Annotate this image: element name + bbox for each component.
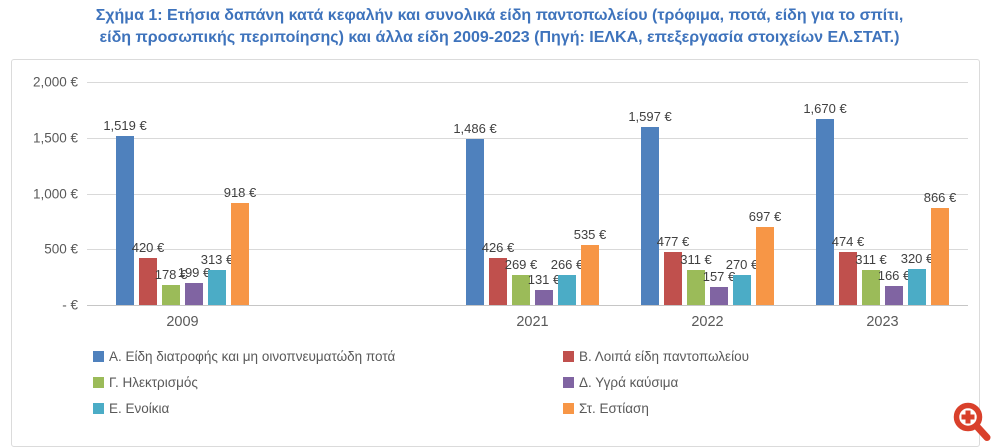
legend-item-2: Β. Λοιπά είδη παντοπωλείου <box>563 346 749 367</box>
value-label-series5-2021: 266 € <box>550 257 584 273</box>
legend-item-4: Δ. Υγρά καύσιμα <box>563 372 749 393</box>
gridline-1500 <box>87 137 968 139</box>
legend-label: Γ. Ηλεκτρισμός <box>109 375 198 390</box>
y-axis-tick-label: 1,000 € <box>32 186 78 201</box>
value-label-series2-2022: 477 € <box>656 233 690 249</box>
gridline-500 <box>87 249 968 251</box>
value-label-series3-2021: 269 € <box>504 257 538 272</box>
value-label-series5-2023: 320 € <box>900 251 934 267</box>
legend-swatch-icon <box>563 351 574 362</box>
value-label-series1-2022: 1,597 € <box>628 108 672 124</box>
bar-series3-2021 <box>512 275 530 305</box>
value-label-series1-2009: 1,519 € <box>103 117 147 133</box>
bar-series3-2023 <box>862 270 880 305</box>
bar-series2-2009 <box>139 258 157 305</box>
legend-item-6: Στ. Εστίαση <box>563 398 749 419</box>
legend-swatch-icon <box>93 403 104 414</box>
legend-swatch-icon <box>93 351 104 362</box>
bar-series3-2009 <box>162 285 180 305</box>
value-label-series2-2021: 426 € <box>481 239 515 255</box>
chart-title: Σχήμα 1: Ετήσια δαπάνη κατά κεφαλήν και … <box>0 5 999 49</box>
value-label-series1-2023: 1,670 € <box>803 100 847 116</box>
bar-series5-2021 <box>558 275 576 305</box>
value-label-series5-2022: 270 € <box>725 256 759 272</box>
x-axis-label-2021: 2021 <box>516 314 549 330</box>
bar-series6-2021 <box>581 245 599 305</box>
bar-series1-2009 <box>116 135 134 305</box>
y-axis-tick-label: 500 € <box>44 241 78 257</box>
value-label-series4-2022: 157 € <box>702 269 736 285</box>
y-axis-tick-label: 2,000 € <box>32 74 78 90</box>
legend-label: Β. Λοιπά είδη παντοπωλείου <box>579 349 749 364</box>
legend-item-3: Γ. Ηλεκτρισμός <box>93 372 563 393</box>
bar-series2-2021 <box>489 257 507 305</box>
x-axis-label-2022: 2022 <box>691 314 724 330</box>
bar-series5-2009 <box>208 270 226 305</box>
bar-series2-2023 <box>839 252 857 305</box>
chart-legend: Α. Είδη διατροφής και μη οινοπνευματώδη … <box>93 346 749 419</box>
bar-series6-2009 <box>231 202 249 305</box>
bar-series4-2021 <box>535 290 553 305</box>
gridline-1000 <box>87 193 968 195</box>
bar-series4-2009 <box>185 282 203 305</box>
bar-series2-2022 <box>664 251 682 305</box>
value-label-series2-2023: 474 € <box>831 234 865 250</box>
legend-swatch-icon <box>563 377 574 388</box>
chart-title-line2: είδη προσωπικής περιποίησης) και άλλα εί… <box>99 29 900 46</box>
legend-label: Στ. Εστίαση <box>579 401 649 416</box>
value-label-series6-2023: 866 € <box>923 190 957 206</box>
zoom-in-button[interactable] <box>949 399 995 445</box>
y-axis-tick-label: - € <box>62 297 78 313</box>
y-axis-tick-label: 1,500 € <box>32 130 78 146</box>
bar-series3-2022 <box>687 270 705 305</box>
legend-item-5: Ε. Ενοίκια <box>93 398 563 419</box>
bar-series6-2023 <box>931 208 949 305</box>
chart-title-line1: Σχήμα 1: Ετήσια δαπάνη κατά κεφαλήν και … <box>95 7 904 24</box>
gridline-0 <box>87 305 968 306</box>
magnifier-plus-icon <box>953 402 991 441</box>
value-label-series5-2009: 313 € <box>200 252 234 268</box>
bar-series6-2022 <box>756 227 774 305</box>
legend-item-1: Α. Είδη διατροφής και μη οινοπνευματώδη … <box>93 346 563 367</box>
gridline-2000 <box>87 82 968 83</box>
bar-series5-2023 <box>908 269 926 305</box>
x-axis-label-2009: 2009 <box>166 314 199 330</box>
bar-series1-2021 <box>466 139 484 305</box>
value-label-series4-2009: 199 € <box>177 264 211 280</box>
bar-series5-2022 <box>733 274 751 305</box>
value-label-series2-2009: 420 € <box>131 240 165 256</box>
x-axis-label-2023: 2023 <box>866 314 899 330</box>
legend-label: Δ. Υγρά καύσιμα <box>579 375 679 390</box>
legend-label: Ε. Ενοίκια <box>109 401 170 416</box>
value-label-series4-2021: 131 € <box>527 272 561 288</box>
value-label-series4-2023: 166 € <box>877 268 911 284</box>
value-label-series1-2021: 1,486 € <box>453 121 497 137</box>
bar-series1-2022 <box>641 126 659 305</box>
value-label-series6-2022: 697 € <box>748 209 782 225</box>
legend-swatch-icon <box>563 403 574 414</box>
legend-swatch-icon <box>93 377 104 388</box>
bar-series4-2022 <box>710 287 728 305</box>
value-label-series3-2022: 311 € <box>680 252 712 268</box>
bar-series4-2023 <box>885 286 903 305</box>
value-label-series6-2009: 918 € <box>223 184 257 200</box>
legend-label: Α. Είδη διατροφής και μη οινοπνευματώδη … <box>109 349 396 364</box>
value-label-series3-2023: 311 € <box>855 252 887 268</box>
value-label-series6-2021: 535 € <box>573 227 607 243</box>
value-label-series3-2009: 178 € <box>154 267 188 283</box>
bar-series1-2023 <box>816 118 834 305</box>
